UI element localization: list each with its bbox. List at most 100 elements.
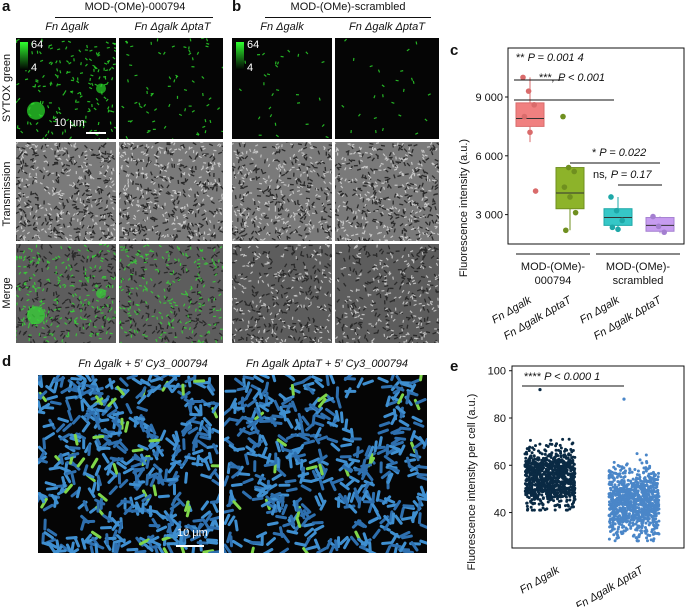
cell-mark bbox=[70, 160, 74, 165]
cell-mark bbox=[384, 157, 388, 160]
cell-mark bbox=[211, 234, 216, 238]
cell-mark bbox=[298, 204, 302, 207]
cell-mark bbox=[103, 253, 108, 256]
cell-mark bbox=[54, 298, 58, 301]
cell-mark bbox=[327, 263, 331, 267]
cell-mark bbox=[425, 157, 430, 161]
cell-mark bbox=[21, 323, 24, 327]
cell-mark bbox=[35, 172, 38, 176]
cell-mark bbox=[233, 333, 237, 337]
bacterium bbox=[198, 420, 204, 432]
cell-mark bbox=[389, 216, 394, 220]
cell-mark bbox=[165, 314, 169, 317]
cell-mark bbox=[169, 177, 174, 181]
cell-mark bbox=[88, 322, 91, 327]
cell-mark bbox=[252, 167, 257, 172]
cell-mark bbox=[73, 123, 76, 128]
cell-mark bbox=[98, 76, 101, 80]
cell-mark bbox=[358, 321, 363, 324]
cell-mark bbox=[32, 338, 36, 343]
cell-mark bbox=[431, 236, 434, 241]
cell-mark bbox=[105, 236, 109, 240]
bacterium bbox=[325, 407, 336, 417]
cell-mark bbox=[123, 228, 128, 232]
cell-mark bbox=[31, 102, 35, 105]
cell-mark bbox=[209, 311, 214, 315]
cell-mark bbox=[272, 323, 278, 326]
cell-mark bbox=[56, 324, 60, 328]
cell-mark bbox=[103, 83, 107, 86]
bacterium bbox=[308, 457, 321, 465]
cell-mark bbox=[357, 322, 362, 326]
cell-mark bbox=[308, 227, 311, 231]
cell-mark bbox=[349, 153, 353, 155]
cell-mark bbox=[80, 62, 82, 66]
cell-mark bbox=[203, 231, 206, 235]
cell-mark bbox=[351, 143, 355, 146]
cell-mark bbox=[305, 197, 311, 200]
panel-b-condition-line bbox=[265, 17, 431, 18]
cell-mark bbox=[347, 180, 351, 183]
cell-mark bbox=[313, 269, 317, 275]
cell-mark bbox=[209, 119, 212, 124]
cell-mark bbox=[136, 310, 140, 315]
cell-mark bbox=[244, 155, 249, 160]
bacterium bbox=[81, 388, 93, 396]
c-box bbox=[515, 102, 545, 127]
cell-mark bbox=[176, 230, 181, 232]
cell-mark bbox=[425, 340, 429, 343]
cell-mark bbox=[221, 196, 223, 200]
cell-mark bbox=[326, 186, 331, 191]
cell-mark bbox=[67, 331, 70, 336]
bacterium bbox=[340, 442, 353, 448]
cell-mark bbox=[257, 54, 261, 56]
cell-mark bbox=[418, 209, 422, 213]
cell-mark bbox=[344, 193, 348, 198]
cell-mark bbox=[99, 330, 104, 334]
cell-mark bbox=[385, 336, 389, 340]
cell-mark bbox=[417, 184, 421, 189]
cell-mark bbox=[245, 150, 248, 154]
cell-mark bbox=[350, 304, 353, 309]
bacterium bbox=[365, 471, 374, 482]
cell-mark bbox=[296, 304, 300, 308]
cell-mark bbox=[108, 236, 114, 239]
cell-mark bbox=[217, 226, 221, 231]
cell-mark bbox=[304, 274, 309, 278]
cell-mark bbox=[62, 283, 66, 286]
cell-mark bbox=[401, 184, 405, 188]
cell-mark bbox=[97, 146, 101, 151]
cell-mark bbox=[269, 200, 274, 204]
cell-mark bbox=[391, 160, 395, 165]
cell-mark bbox=[105, 223, 110, 227]
bacterium bbox=[53, 496, 58, 508]
bacterium bbox=[53, 375, 62, 383]
cell-mark bbox=[184, 178, 189, 183]
bacterium bbox=[378, 421, 391, 428]
cell-mark bbox=[385, 326, 389, 328]
cell-mark bbox=[411, 209, 414, 214]
cell-mark bbox=[18, 307, 21, 312]
cell-mark bbox=[426, 213, 430, 219]
bacterium bbox=[134, 493, 146, 501]
bacterium bbox=[283, 395, 295, 402]
cell-mark bbox=[66, 150, 69, 155]
cell-mark bbox=[52, 186, 56, 191]
cell-mark bbox=[292, 214, 296, 218]
cell-mark bbox=[145, 237, 150, 240]
cell-mark bbox=[234, 328, 238, 332]
cell-mark bbox=[196, 153, 199, 158]
cell-mark bbox=[41, 258, 45, 263]
cell-mark bbox=[187, 194, 191, 198]
cell-mark bbox=[323, 180, 327, 184]
cell-mark bbox=[393, 222, 396, 227]
bacterium bbox=[200, 510, 211, 520]
cell-mark bbox=[312, 338, 316, 342]
cell-mark bbox=[397, 185, 402, 188]
cell-mark bbox=[193, 325, 198, 330]
cell-mark bbox=[20, 255, 22, 260]
bacterium bbox=[349, 427, 355, 440]
cell-mark bbox=[56, 223, 61, 227]
cell-mark bbox=[406, 48, 410, 52]
cell-mark bbox=[165, 266, 170, 271]
